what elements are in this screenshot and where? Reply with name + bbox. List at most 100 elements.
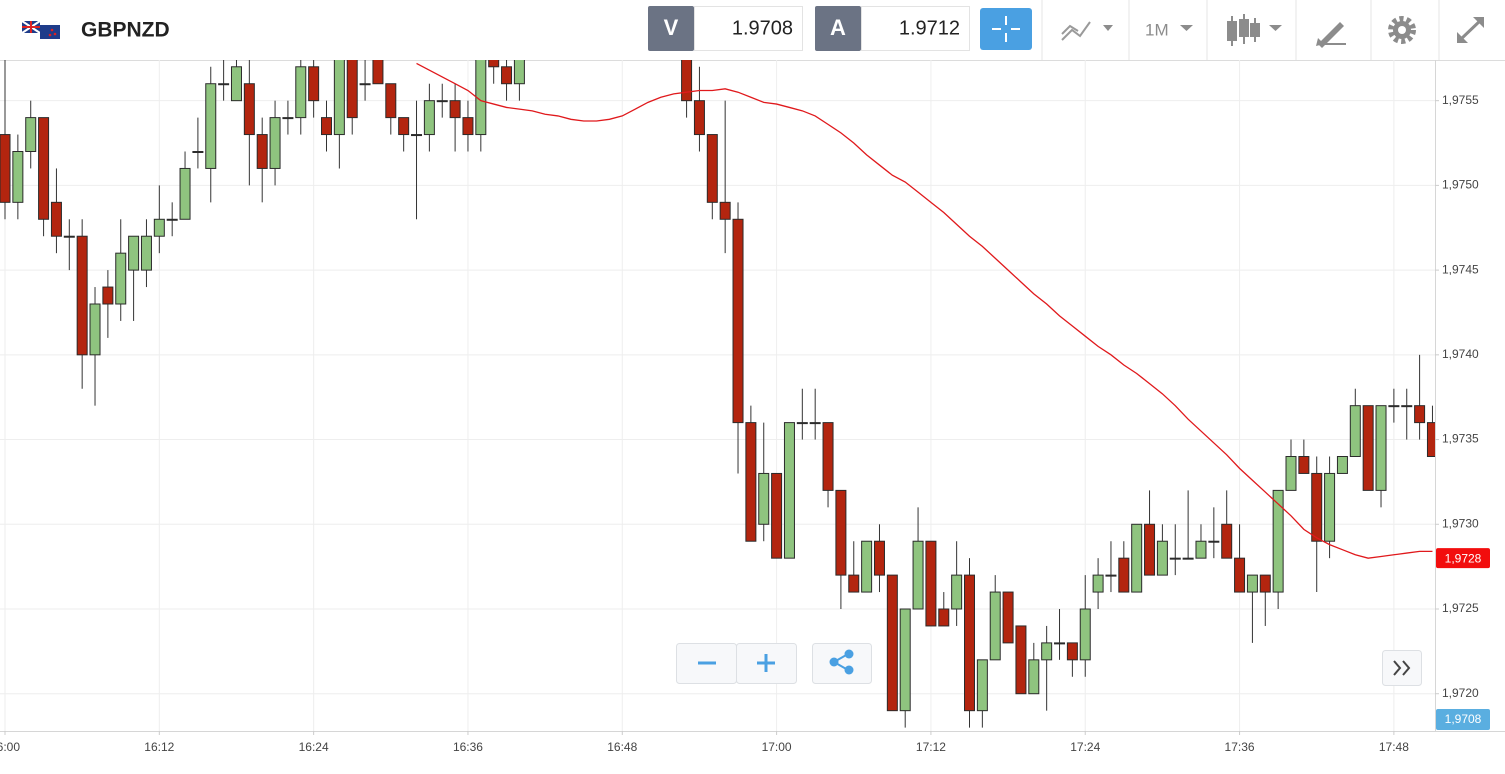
settings-button[interactable]	[1388, 16, 1416, 44]
candle-style-button[interactable]	[1227, 14, 1282, 46]
y-tick-label: 1,9720	[1442, 686, 1479, 700]
candle-body	[12, 151, 24, 203]
candle-body	[822, 422, 834, 491]
candle-body	[938, 608, 950, 627]
candle-body	[128, 235, 140, 271]
timeframe-button[interactable]: 1M	[1145, 20, 1193, 39]
y-tick-label: 1,9730	[1442, 516, 1479, 530]
candle-body	[218, 83, 230, 86]
candle-body	[1388, 405, 1400, 408]
x-tick-label: 17:36	[1225, 740, 1255, 754]
x-tick-label: 17:00	[762, 740, 792, 754]
candle-body	[359, 83, 371, 86]
candle-body	[745, 422, 757, 542]
fullscreen-button[interactable]	[1457, 17, 1484, 43]
candle-body	[501, 66, 513, 85]
candle-body	[295, 66, 307, 119]
candle-body	[1054, 642, 1066, 645]
candle-body	[76, 235, 88, 356]
candle-body	[115, 252, 127, 305]
y-tick-label: 1,9740	[1442, 347, 1479, 361]
y-tick-label: 1,9750	[1442, 178, 1479, 192]
candle-body	[1234, 557, 1246, 593]
candle-body	[1041, 642, 1053, 661]
flag-icon	[21, 20, 60, 39]
candle-body	[706, 134, 718, 203]
candle-body	[1375, 405, 1387, 491]
candle-body	[1311, 472, 1323, 542]
candle-body	[809, 422, 821, 425]
candle-body	[0, 134, 11, 203]
candle-body	[1066, 642, 1078, 661]
candle-body	[925, 540, 937, 627]
candle-body	[269, 117, 281, 169]
y-tick-label: 1,9725	[1442, 601, 1479, 615]
candle-body	[1079, 608, 1091, 661]
candle-body	[308, 66, 320, 102]
sell-label[interactable]: V	[664, 15, 679, 40]
candle-body	[719, 201, 731, 220]
chart-type-button[interactable]	[1061, 21, 1113, 41]
candle-body	[230, 66, 242, 102]
candle-body	[166, 218, 178, 221]
candle-body	[1414, 405, 1426, 424]
bid-price-label: 1,9708	[1445, 712, 1482, 726]
candle-body	[475, 60, 487, 136]
zoom-in-button[interactable]	[736, 643, 797, 684]
candle-body	[243, 83, 255, 136]
candle-body	[758, 472, 770, 525]
candle-body	[1182, 557, 1194, 560]
x-tick-label: 16:12	[144, 740, 174, 754]
buy-price[interactable]: 1.9712	[899, 17, 960, 39]
crosshair-button[interactable]	[980, 8, 1032, 50]
candle-body	[436, 100, 448, 103]
plot-area	[0, 60, 1435, 728]
bid-price-marker	[1436, 709, 1490, 730]
candle-body	[385, 83, 397, 119]
candle-body	[1221, 523, 1233, 559]
candle-body	[1131, 523, 1143, 593]
axes: 1,9720 1,9725 1,9730 1,9735 1,9740 1,9745 1,97…	[0, 93, 1490, 754]
candle-body	[1426, 422, 1435, 458]
candle-body	[411, 134, 423, 137]
x-tick-label: 17:24	[1070, 740, 1100, 754]
buy-button[interactable]: A 1.9712	[815, 6, 970, 51]
zoom-out-button[interactable]	[676, 643, 737, 684]
x-tick-label: 17:12	[916, 740, 946, 754]
candle-body	[140, 235, 152, 271]
y-tick-label: 1,9745	[1442, 262, 1479, 276]
candle-body	[153, 218, 165, 237]
y-tick-label: 1,9735	[1442, 432, 1479, 446]
candle-body	[179, 167, 191, 220]
candle-body	[783, 422, 795, 559]
drawing-button[interactable]	[1316, 22, 1346, 48]
x-tick-label: 17:48	[1379, 740, 1409, 754]
sell-button[interactable]: V 1.9708	[648, 6, 803, 51]
candle-body	[25, 117, 37, 153]
candle-body	[449, 100, 461, 119]
candle-body	[38, 117, 50, 220]
candle-body	[1272, 489, 1284, 593]
scroll-right-button[interactable]	[1382, 650, 1422, 686]
buy-label[interactable]: A	[830, 15, 846, 40]
candle-body	[989, 591, 1001, 661]
share-button[interactable]	[812, 643, 872, 684]
candle-body	[50, 201, 62, 237]
candle-body	[873, 540, 885, 576]
candle-body	[693, 100, 705, 136]
sell-price[interactable]: 1.9708	[732, 17, 793, 39]
candle-body	[1195, 540, 1207, 559]
candle-body	[1285, 456, 1297, 491]
y-tick-label: 1,9755	[1442, 93, 1479, 107]
x-tick-label: 16:24	[299, 740, 329, 754]
candle-body	[1324, 472, 1336, 542]
timeframe[interactable]: 1M	[1145, 20, 1169, 39]
candle-body	[1169, 557, 1181, 560]
candle-body	[681, 60, 693, 102]
x-tick-label: 16:00	[0, 740, 20, 754]
candle-body	[1156, 540, 1168, 576]
candle-body	[848, 574, 860, 593]
candle-body	[886, 574, 898, 712]
candle-body	[912, 540, 924, 610]
